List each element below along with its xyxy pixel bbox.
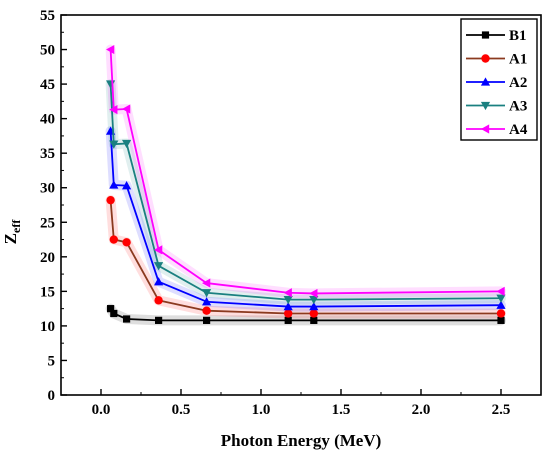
legend-label-a3: A3: [509, 99, 527, 115]
data-point-a2: [154, 277, 164, 286]
x-tick-label: 0.5: [172, 402, 191, 418]
data-point-b1: [497, 316, 505, 324]
series-a4: [106, 44, 505, 299]
y-tick-label: 55: [40, 8, 55, 24]
y-axis-title-subscript: eff: [9, 219, 23, 233]
y-tick-label: 0: [48, 388, 56, 404]
x-tick-label: 1.5: [332, 402, 351, 418]
x-tick-label: 2.0: [412, 402, 431, 418]
y-tick-label: 40: [40, 112, 55, 128]
data-point-a2: [283, 301, 293, 311]
y-axis-title-main: Z: [1, 233, 20, 244]
legend-label-a4: A4: [509, 122, 528, 138]
y-tick-label: 50: [40, 43, 55, 59]
legend: B1 A1 A2 A3 A4: [460, 18, 538, 141]
legend-label-b1: B1: [509, 28, 527, 44]
series-line-a2: [109, 131, 502, 308]
data-point-a1: [109, 235, 119, 244]
y-tick-label: 15: [40, 284, 55, 300]
legend-marker-a2: [480, 77, 491, 86]
y-tick-label: 5: [48, 353, 56, 369]
legend-marker-a1: [481, 54, 490, 63]
data-point-b1: [107, 305, 115, 313]
data-point-a3: [122, 139, 132, 149]
x-tick-label: 0.0: [92, 402, 111, 418]
y-axis-title: Zeff: [1, 219, 23, 245]
legend-label-a1: A1: [509, 52, 527, 68]
series-glow-a3: [105, 79, 506, 305]
data-point-a1: [309, 309, 318, 318]
y-tick-label: 25: [40, 215, 55, 231]
data-point-a2: [202, 297, 212, 306]
data-point-a4: [154, 245, 163, 255]
series-b1: [107, 305, 505, 324]
series-a3: [106, 80, 506, 305]
legend-marker-b1: [481, 31, 490, 39]
data-point-a4: [202, 278, 211, 288]
y-tick-label: 35: [40, 146, 55, 162]
y-tick-label: 45: [40, 77, 55, 93]
data-point-b1: [123, 315, 131, 323]
legend-marker-a3: [480, 101, 491, 111]
data-point-a1: [154, 296, 163, 305]
data-point-a3: [154, 262, 164, 271]
series-a1: [106, 195, 506, 318]
y-axis: 0 5 10 15 20 25 30 35 40 45 50 55: [40, 8, 67, 404]
series-glow-layer: [105, 44, 506, 326]
data-point-a3: [202, 289, 212, 298]
data-point-a3: [309, 295, 319, 305]
data-point-a1: [122, 238, 131, 247]
data-point-a4: [122, 104, 131, 114]
data-point-a4: [496, 286, 505, 296]
data-point-b1: [203, 316, 211, 324]
x-tick-label: 2.5: [492, 402, 511, 418]
x-axis-title: Photon Energy (MeV): [221, 431, 382, 450]
data-point-b1: [310, 316, 318, 324]
data-point-a2: [309, 301, 319, 311]
data-point-a1: [106, 195, 115, 205]
data-point-a3: [283, 295, 293, 305]
y-tick-label: 30: [40, 181, 55, 197]
data-point-b1: [155, 316, 163, 324]
data-point-a1: [202, 306, 211, 315]
data-point-a1: [496, 309, 506, 318]
data-point-a2: [122, 181, 132, 190]
data-point-a2: [496, 300, 506, 309]
x-axis: 0.0 0.5 1.0 1.5 2.0 2.5: [92, 389, 511, 418]
legend-label-a2: A2: [509, 75, 527, 91]
data-point-a2: [109, 180, 119, 189]
data-point-a4: [283, 288, 292, 298]
legend-box: [460, 18, 538, 141]
y-tick-label: 10: [40, 319, 55, 335]
x-tick-label: 1.0: [252, 402, 271, 418]
data-point-a3: [496, 294, 506, 303]
y-axis-title-group: Zeff: [1, 219, 23, 245]
series-line-a4: [109, 49, 502, 295]
data-point-a4: [309, 288, 318, 299]
data-point-a1: [284, 309, 293, 318]
data-point-b1: [110, 309, 118, 318]
data-point-b1: [284, 316, 292, 324]
y-tick-label: 20: [40, 250, 55, 266]
series-glow-a2: [105, 126, 506, 312]
data-point-a4: [106, 44, 115, 55]
series-layer: [106, 44, 506, 324]
data-point-a3: [109, 140, 119, 149]
data-point-a4: [109, 105, 118, 115]
legend-marker-a4: [480, 124, 490, 134]
